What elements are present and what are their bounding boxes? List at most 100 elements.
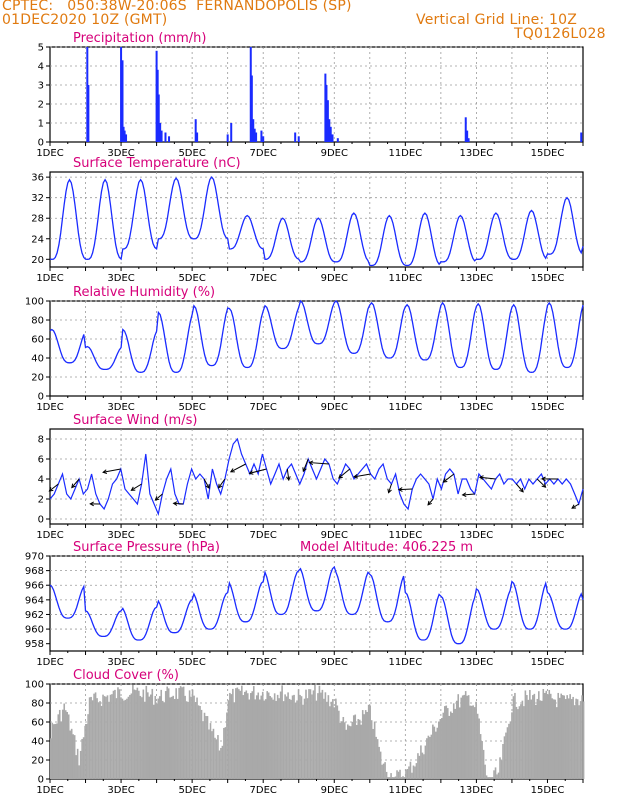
panel-title-temp: Surface Temperature (nC) [73,156,241,171]
cloud-bar [420,745,422,779]
cloud-bar [312,690,315,779]
cloud-bar [530,699,533,779]
header-location: CPTEC: 050:38W-20:06S FERNANDOPOLIS (SP) [2,0,352,14]
cloud-bar [494,767,497,779]
cloud-bar [527,699,530,779]
cloud-bar [81,738,83,779]
cloud-bar [546,694,549,779]
wind-vector-head [427,500,432,506]
cloud-bar [518,706,521,779]
cloud-bar [355,724,358,779]
cloud-bar [360,724,363,779]
cloud-bar [196,697,198,779]
wind-vector-head [519,487,524,493]
x-tick-label: 1DEC [36,530,63,541]
cloud-bar [161,700,164,779]
wind-vector [388,483,392,493]
cloud-bar [269,696,271,779]
wind-vector-head [540,476,546,482]
cloud-bar [79,750,82,779]
wind-vector [286,468,290,481]
cloud-bar [369,705,371,779]
cloud-bar [106,695,109,779]
cloud-bar [394,776,397,779]
cloud-bar [326,701,328,779]
cloud-bar [272,699,274,779]
precip-bar [196,132,199,142]
cloud-bar [351,721,354,779]
model-altitude-label: Model Altitude: 406.225 m [300,540,473,555]
wind-vector [173,502,184,505]
wind-vector-head [397,487,403,492]
cloud-bar [246,693,249,779]
cloud-bar [226,712,228,779]
precip-bar [194,119,197,142]
cloud-bar [545,690,548,779]
cloud-bar [208,729,210,779]
cloud-bar [508,723,510,779]
wind-vector [302,458,309,472]
x-tick-label: 5DEC [178,402,205,413]
x-tick-label: 3DEC [107,530,134,541]
cloud-bar [75,755,77,779]
wind-vector [249,468,267,474]
cloud-bar [558,697,561,779]
precip-bar [294,132,297,142]
cloud-bar [391,777,394,779]
cloud-bar [438,721,440,779]
panel-title-precip: Precipitation (mm/h) [73,31,206,46]
cloud-bar [358,719,361,779]
cloud-bar [306,698,309,779]
panel-rh [46,299,584,400]
cloud-bar [266,691,268,779]
cloud-bar [332,699,334,779]
cloud-bar [408,766,410,779]
panel-title-wind: Surface Wind (m/s) [73,413,197,428]
cloud-bar [327,695,330,779]
cloud-bar [172,695,174,779]
cloud-bar [193,695,195,779]
wind-vector [427,498,434,506]
cloud-bar [235,688,237,779]
cloud-bar [275,700,277,779]
cloud-bar [520,704,522,779]
x-tick-label: 5DEC [178,148,205,159]
cloud-bar [582,701,585,779]
cloud-bar [290,699,292,779]
cloud-bar [515,706,518,779]
cloud-bar [255,695,258,779]
cloud-bar [118,689,121,779]
cloud-bar [485,775,488,779]
cloud-bar [403,777,406,779]
x-tick-label: 3DEC [107,273,134,284]
precip-bar [580,132,583,142]
y-tick-label: 20 [31,255,44,266]
cloud-bar [91,700,94,779]
cloud-bar [123,700,125,779]
cloud-bar [446,708,449,779]
wind-vector-head [308,460,314,466]
cloud-bar [279,691,282,779]
cloud-bar [179,686,182,779]
cloud-bar [258,699,261,779]
header-grid-note: Vertical Grid Line: 10Z [416,12,578,28]
cloud-bar [576,699,579,779]
cloud-bar [335,698,337,779]
wind-vector-head [205,484,210,490]
x-tick-label: 5DEC [178,657,205,668]
header-run-time: 01DEC2020 10Z (GMT) [2,12,168,28]
x-tick-label: 5DEC [178,785,205,796]
cloud-bar [249,693,252,779]
x-tick-label: 15DEC [531,785,565,796]
x-tick-label: 13DEC [460,530,494,541]
cloud-bar [314,684,316,779]
x-tick-label: 15DEC [531,148,565,159]
cloud-bar [361,710,364,779]
cloud-bar [103,696,106,779]
cloud-bar [570,699,573,779]
cloud-bar [287,692,289,779]
precip-bar [297,136,300,142]
cloud-bar [194,702,197,779]
cloud-bar [500,760,503,779]
